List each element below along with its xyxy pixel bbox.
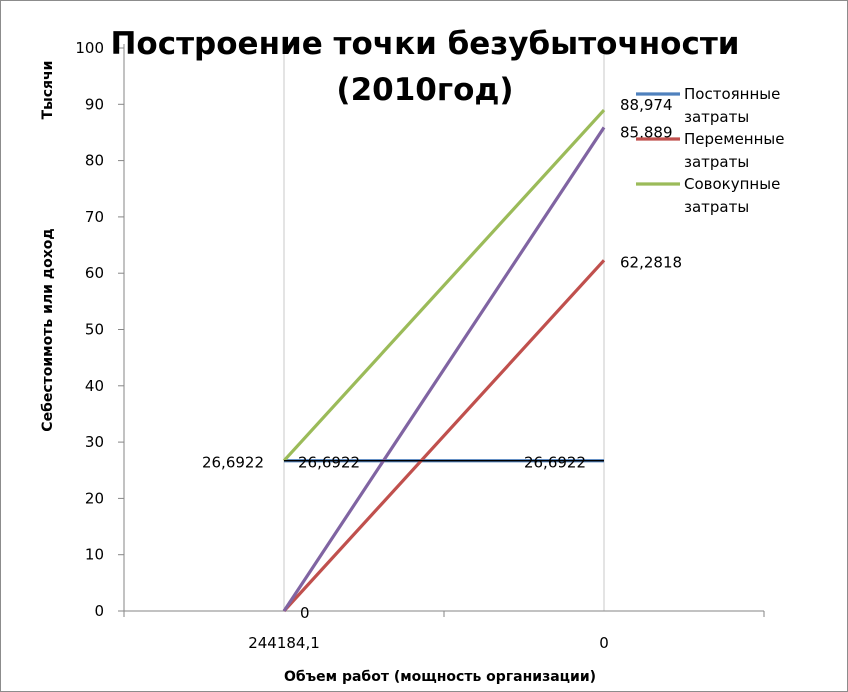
y-axis-ticks: 0 10 20 30 40 50 60 70 80 90 100: [75, 39, 124, 620]
y-tick-label-1: 10: [85, 546, 104, 564]
grid: [283, 48, 605, 611]
data-label-1-1: 62,2818: [620, 253, 682, 271]
x-axis-title: Объем работ (мощность организации): [284, 669, 596, 685]
chart-title-line-1: Построение точки безубыточности: [110, 26, 739, 62]
y-tick-label-0: 0: [94, 602, 104, 620]
data-label-1-0: 0: [300, 604, 310, 622]
legend-label-1-0: Переменные: [684, 130, 785, 148]
y-tick-label-8: 80: [85, 152, 104, 170]
legend-label-0-0: Постоянные: [684, 85, 780, 103]
legend-label-2-1: затраты: [684, 198, 749, 216]
y-axis-title: Себестоимоть или доход: [40, 228, 56, 431]
y-tick-label-4: 40: [85, 377, 104, 395]
data-label-2-1: 88,974: [620, 96, 673, 114]
x-axis-ticks: 244184,1 0: [123, 611, 765, 652]
series-lines: [282, 108, 606, 613]
y-tick-label-6: 60: [85, 264, 104, 282]
data-label-0-1: 26,6922: [524, 454, 586, 472]
data-labels: 26,6922 26,6922 0 62,2818 26,6922 88,974 85,88…: [202, 96, 682, 622]
data-label-3-1: 85,889: [620, 123, 673, 141]
legend-label-1-1: затраты: [684, 153, 749, 171]
legend: Постоянные затраты Переменные затраты Совоку…: [636, 85, 785, 216]
legend-label-2-0: Совокупные: [684, 175, 780, 193]
series-line-2: [282, 108, 606, 462]
y-tick-label-2: 20: [85, 489, 104, 507]
data-label-0-0: 26,6922: [298, 454, 360, 472]
x-tick-label-0: 244184,1: [248, 634, 320, 652]
y-tick-label-10: 100: [75, 39, 104, 57]
series-line-3: [282, 126, 606, 612]
data-label-2-0: 26,6922: [202, 454, 264, 472]
y-tick-label-3: 30: [85, 433, 104, 451]
y-axis-unit-label: Тысячи: [40, 61, 56, 120]
y-tick-label-5: 50: [85, 321, 104, 339]
x-tick-label-1: 0: [599, 634, 609, 652]
chart-title-line-2: (2010год): [336, 72, 513, 108]
y-tick-label-7: 70: [85, 208, 104, 226]
y-tick-label-9: 90: [85, 95, 104, 113]
series-line-1: [282, 259, 606, 613]
legend-label-0-1: затраты: [684, 108, 749, 126]
